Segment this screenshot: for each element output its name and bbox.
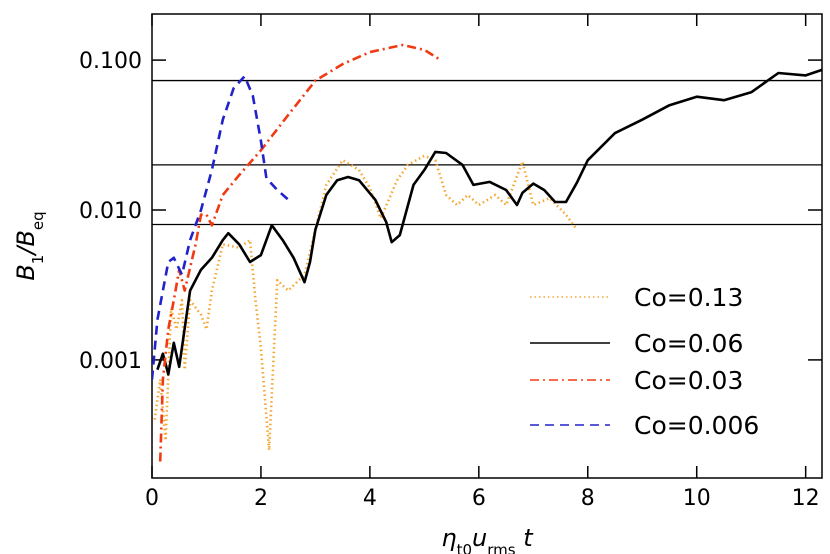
ylabel-label: B1/Beq — [12, 211, 47, 280]
plot-area — [152, 43, 822, 462]
x-tick-label: 6 — [472, 486, 486, 511]
xlabel-part: t0 — [457, 541, 472, 554]
ylabel-part: 1 — [29, 255, 47, 265]
x-tick-label: 8 — [581, 486, 595, 511]
xlabel-part: u — [472, 524, 487, 552]
series-line — [152, 75, 292, 380]
legend-label: Co=0.06 — [634, 329, 743, 358]
y-tick-label: 0.010 — [79, 199, 142, 224]
x-tick-label: 10 — [683, 486, 711, 511]
legend-label: Co=0.03 — [634, 366, 743, 395]
y-tick-label: 0.100 — [79, 49, 142, 74]
plot-frame — [151, 13, 823, 479]
series-line — [158, 43, 442, 462]
xlabel-part: η — [441, 524, 456, 552]
series-line — [156, 68, 822, 376]
legend-label: Co=0.13 — [634, 283, 743, 312]
legend-label: Co=0.006 — [634, 411, 759, 440]
x-tick-label: 12 — [792, 486, 820, 511]
x-tick-label: 0 — [145, 486, 159, 511]
x-tick-label: 2 — [254, 486, 268, 511]
ylabel-part: /B — [12, 230, 40, 257]
y-tick-label: 0.001 — [79, 349, 142, 374]
ylabel-part: B — [12, 264, 40, 280]
x-tick-label: 4 — [363, 486, 377, 511]
xlabel-label: ηt0urms t — [441, 524, 534, 554]
ylabel-part: eq — [29, 211, 47, 230]
xlabel-part: rms — [487, 541, 516, 554]
xlabel-part: t — [516, 524, 535, 552]
